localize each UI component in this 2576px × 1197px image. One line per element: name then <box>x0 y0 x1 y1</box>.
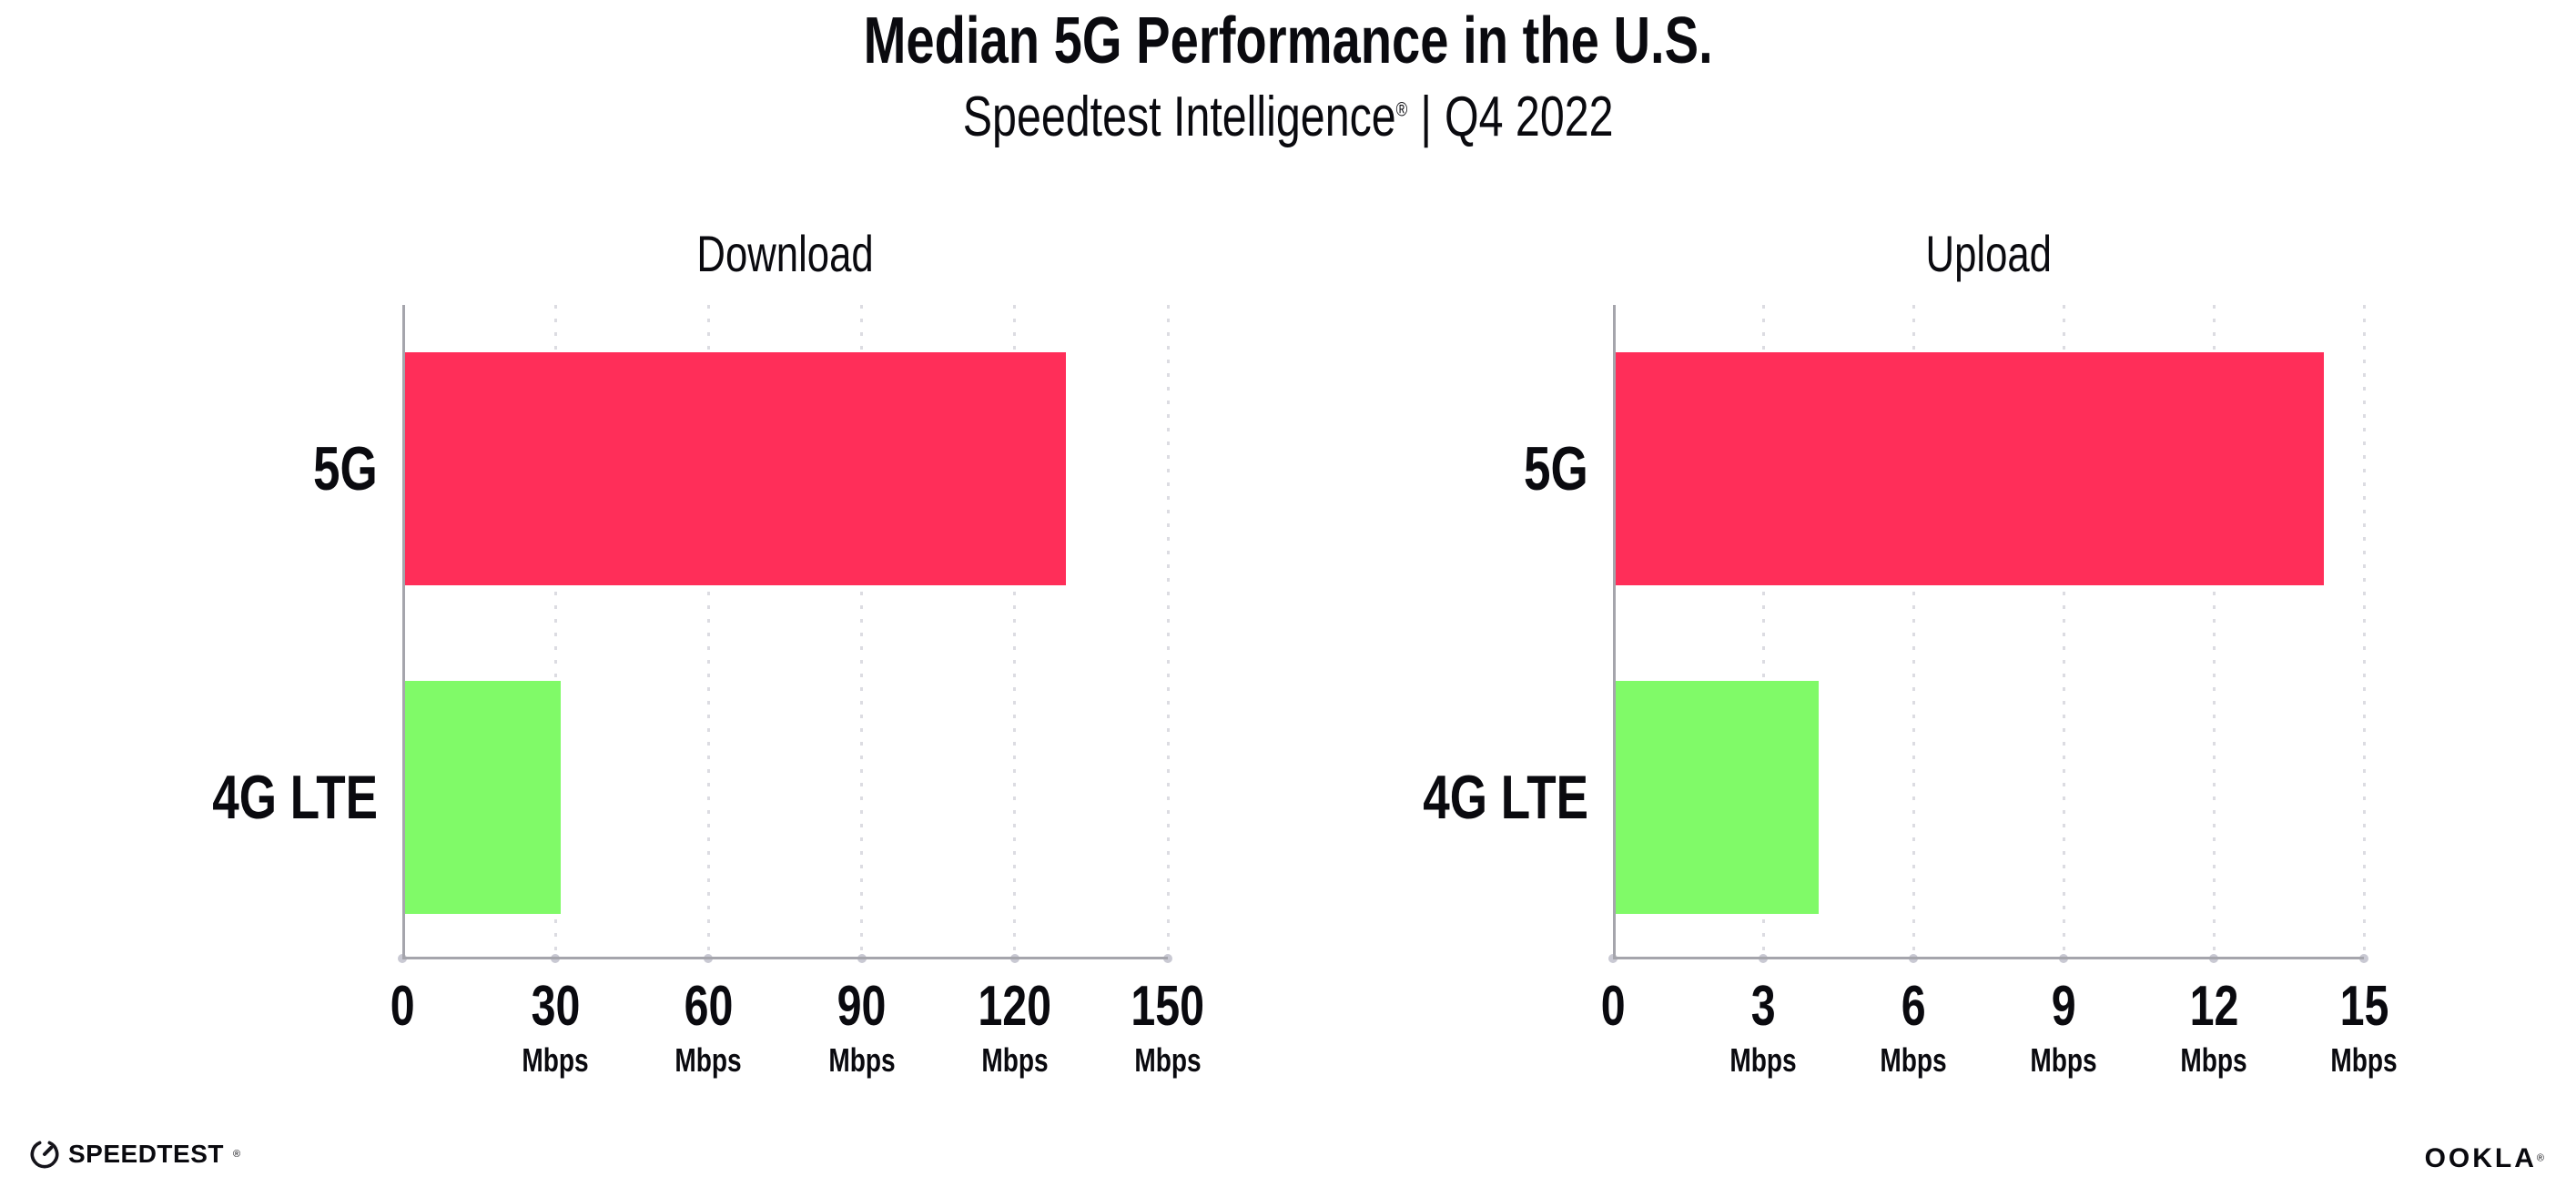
x-tick-value: 3 <box>1750 975 1776 1038</box>
x-tick-value: 60 <box>684 975 734 1038</box>
subtitle-period: Q4 2022 <box>1444 85 1614 148</box>
x-tick: 60 Mbps <box>635 979 781 1077</box>
x-tick: 3 Mbps <box>1690 979 1836 1077</box>
x-tick-unit: Mbps <box>1729 1041 1797 1079</box>
plot-area <box>398 305 1172 963</box>
gridline <box>1013 305 1017 959</box>
x-tick: 12 Mbps <box>2141 979 2287 1077</box>
x-tick: 6 Mbps <box>1841 979 1986 1077</box>
x-tick-value: 9 <box>2051 975 2076 1038</box>
x-tick-unit: Mbps <box>827 1041 896 1079</box>
tick-dot <box>2359 954 2368 963</box>
ookla-wordmark: OOKLA <box>2424 1143 2537 1173</box>
x-tick-unit: Mbps <box>1134 1041 1202 1079</box>
gridline <box>1166 305 1170 959</box>
gridline <box>553 305 557 959</box>
x-tick-value: 120 <box>978 975 1052 1038</box>
speedtest-logo: SPEEDTEST ® <box>30 1140 240 1169</box>
speedtest-registered-mark: ® <box>232 1149 241 1160</box>
x-tick-unit: Mbps <box>2030 1041 2097 1079</box>
gridline <box>2062 305 2065 959</box>
x-tick: 9 Mbps <box>1991 979 2136 1077</box>
x-tick-value: 6 <box>1901 975 1926 1038</box>
y-axis-label-5g: 5G <box>1524 434 1588 503</box>
x-tick: 90 Mbps <box>789 979 935 1077</box>
x-tick-value: 30 <box>531 975 581 1038</box>
x-tick-value: 15 <box>2339 975 2388 1038</box>
registered-mark: ® <box>1395 96 1408 120</box>
y-axis-label-4g-lte: 4G LTE <box>212 763 378 832</box>
x-tick-unit: Mbps <box>674 1041 743 1079</box>
gridline <box>1761 305 1765 959</box>
x-axis-line <box>1613 957 2364 959</box>
plot-area <box>1608 305 2368 963</box>
gridline <box>1912 305 1915 959</box>
x-axis-line <box>402 957 1168 959</box>
x-tick-value: 90 <box>837 975 887 1038</box>
bar-5g <box>402 352 1066 585</box>
x-axis-ticks: 0 3 Mbps 6 Mbps 9 Mbps 12 Mbps 15 Mbps <box>1601 979 2398 1124</box>
x-tick: 0 <box>1540 979 1686 1035</box>
ookla-logo: OOKLA® <box>2425 1143 2544 1174</box>
y-axis-line <box>402 305 405 959</box>
bar-4g-lte <box>402 681 561 914</box>
x-tick: 150 Mbps <box>1095 979 1241 1077</box>
chart-title: Download <box>696 225 874 282</box>
x-tick: 30 Mbps <box>482 979 628 1077</box>
x-tick-value: 0 <box>390 975 415 1038</box>
gridline <box>706 305 710 959</box>
subtitle-separator: | <box>1420 85 1432 148</box>
x-tick-unit: Mbps <box>522 1041 589 1079</box>
x-tick-unit: Mbps <box>2180 1041 2247 1079</box>
subtitle-brand: Speedtest Intelligence <box>962 85 1396 148</box>
tick-dot <box>1163 954 1172 963</box>
y-axis-label-4g-lte: 4G LTE <box>1423 763 1588 832</box>
page-header: Median 5G Performance in the U.S. Speedt… <box>0 0 2576 146</box>
ookla-registered-mark: ® <box>2536 1152 2544 1164</box>
x-tick-value: 12 <box>2189 975 2238 1038</box>
x-tick-unit: Mbps <box>981 1041 1049 1079</box>
x-tick: 120 Mbps <box>942 979 1088 1077</box>
page-title-text: Median 5G Performance in the U.S. <box>863 5 1713 77</box>
speedtest-gauge-icon <box>30 1141 59 1169</box>
gridline <box>860 305 864 959</box>
bar-5g <box>1613 352 2324 585</box>
page-title: Median 5G Performance in the U.S. <box>0 5 2576 77</box>
y-axis-label-5g: 5G <box>313 434 378 503</box>
x-tick-value: 0 <box>1600 975 1626 1038</box>
x-tick: 15 Mbps <box>2291 979 2437 1077</box>
x-tick-value: 150 <box>1131 975 1205 1038</box>
x-axis-ticks: 0 30 Mbps 60 Mbps 90 Mbps 120 Mbps 150 Mbps <box>390 979 1205 1124</box>
x-tick-unit: Mbps <box>2330 1041 2398 1079</box>
page-subtitle: Speedtest Intelligence® | Q4 2022 <box>0 85 2576 148</box>
x-tick: 0 <box>330 979 475 1035</box>
gridline <box>2362 305 2366 959</box>
y-axis-line <box>1613 305 1616 959</box>
bar-4g-lte <box>1613 681 1819 914</box>
chart-title: Upload <box>1925 225 2052 282</box>
x-tick-unit: Mbps <box>1880 1041 1947 1079</box>
gridline <box>2212 305 2216 959</box>
speedtest-wordmark: SPEEDTEST <box>68 1140 224 1168</box>
